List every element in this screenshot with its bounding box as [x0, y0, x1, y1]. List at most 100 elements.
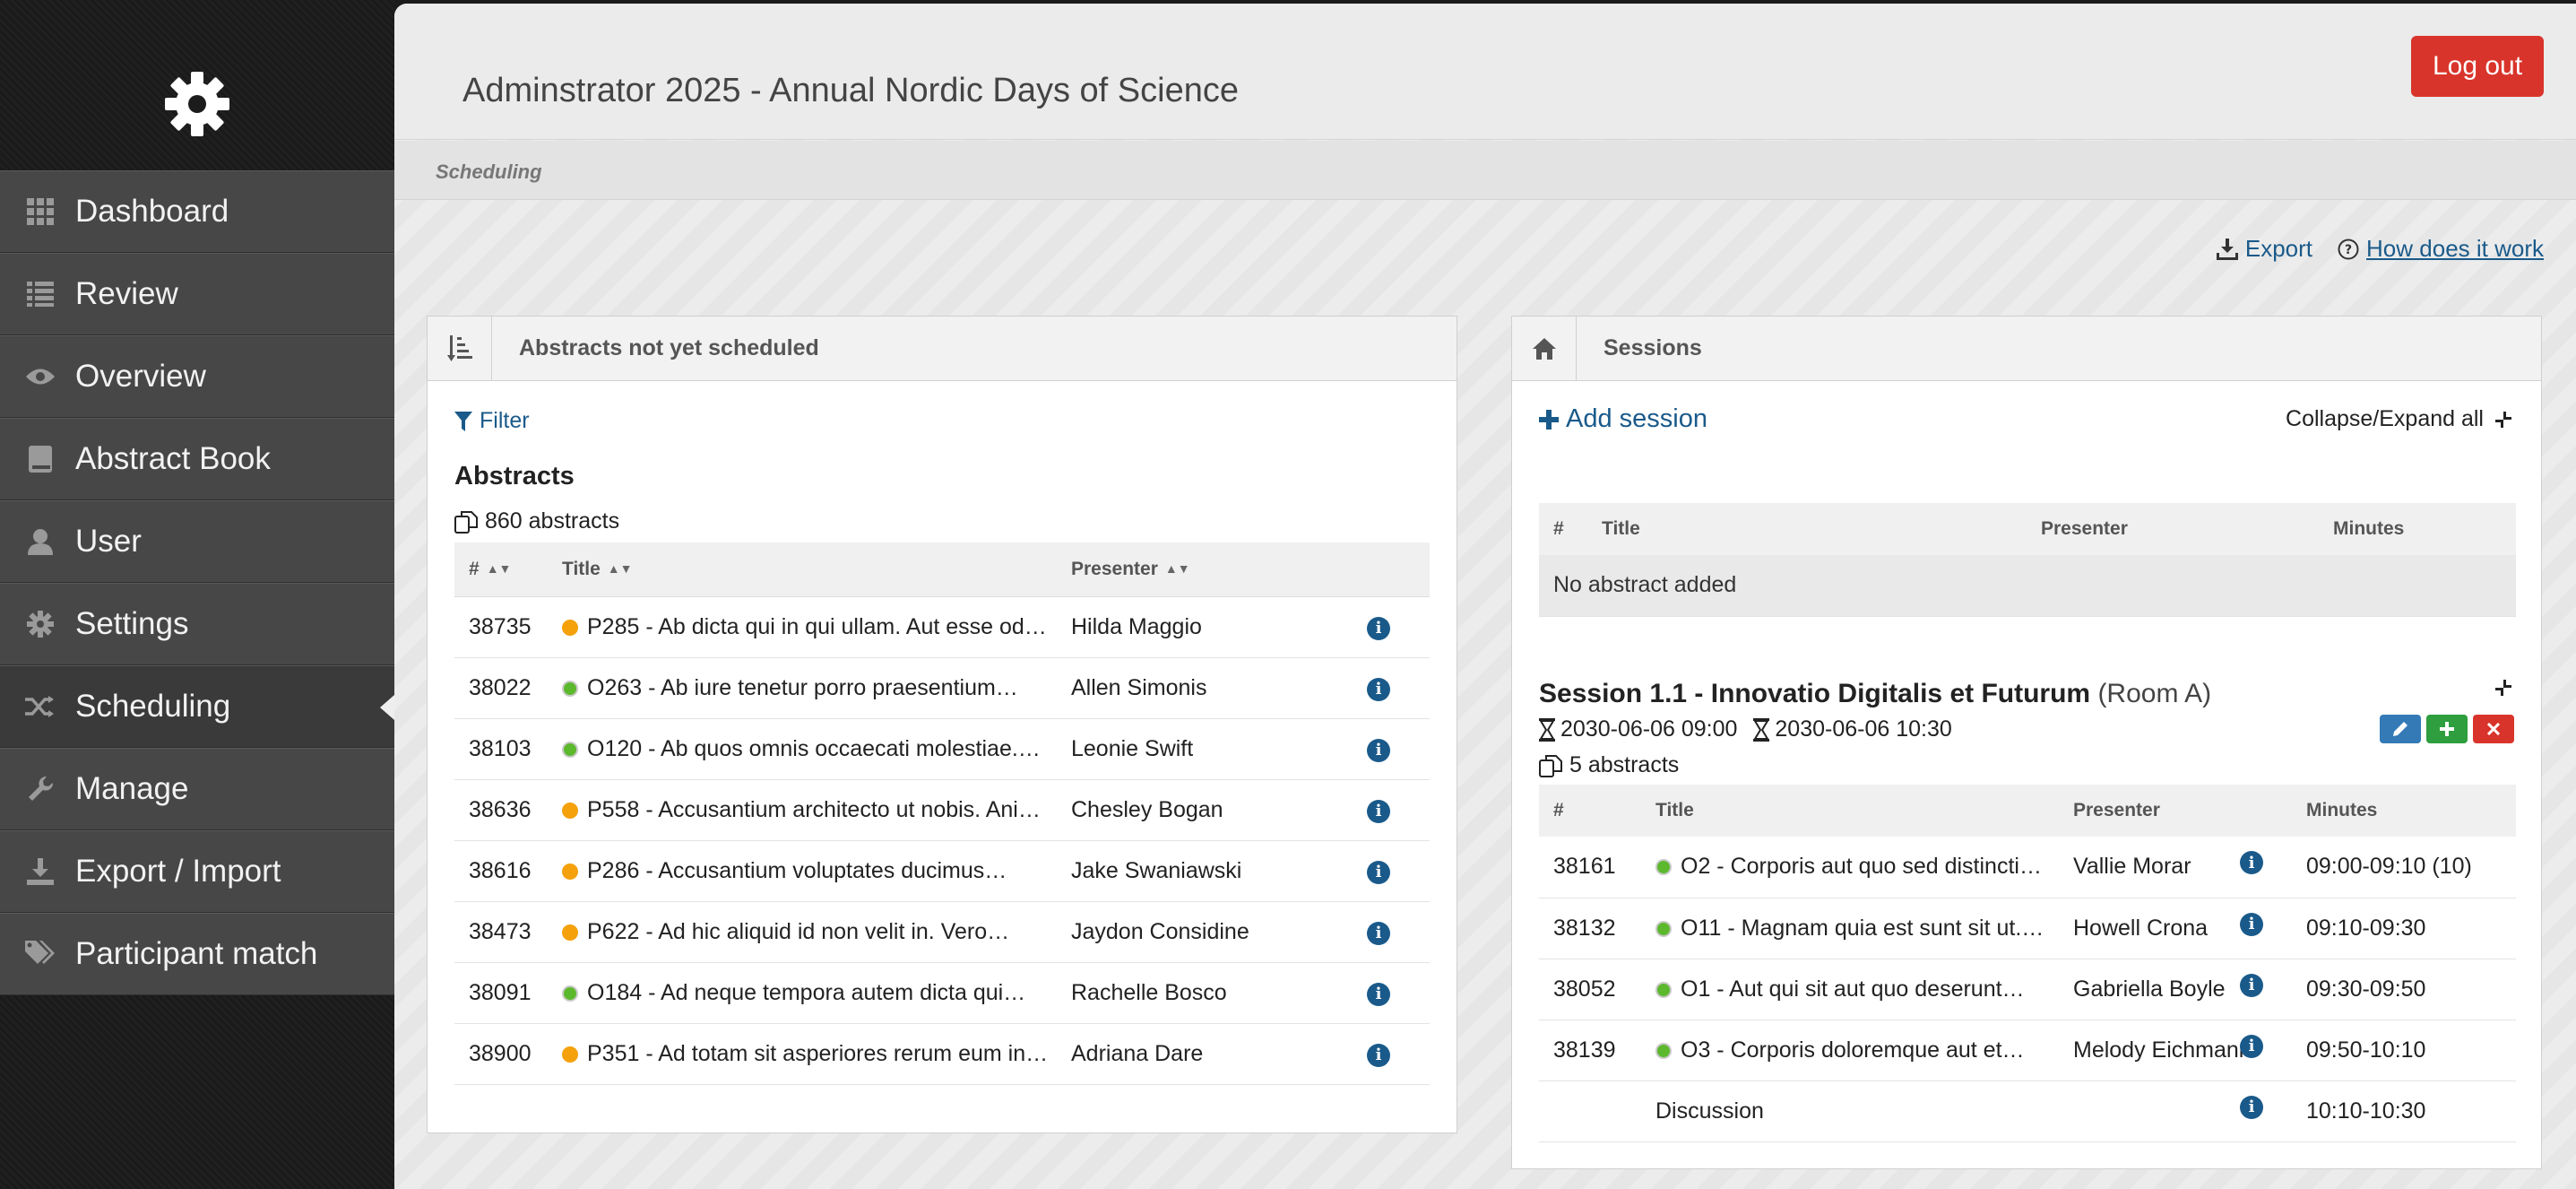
info-icon[interactable]: i [1367, 738, 1390, 762]
session-table: # Title Presenter Minutes 38161 O2 - Corp… [1539, 785, 2516, 1142]
abstract-title: P351 - Ad totam sit asperiores rerum eum… [587, 1040, 1049, 1066]
info-icon[interactable]: i [1367, 616, 1390, 640]
sidebar-item-participant-match[interactable]: Participant match [0, 913, 394, 995]
column-header-minutes: Minutes [2292, 785, 2516, 837]
column-header-title: Title [1641, 785, 2059, 837]
abstract-minutes: 09:00-09:10 (10) [2292, 837, 2516, 898]
table-row[interactable]: 38616 P286 - Accusantium voluptates ducim… [454, 840, 1430, 902]
sort-amount-icon[interactable] [428, 316, 492, 381]
table-row[interactable]: 38132 O11 - Magnam quia est sunt sit ut.…… [1539, 898, 2516, 959]
status-dot [562, 1046, 578, 1063]
column-header-actions [1353, 542, 1430, 597]
svg-text:?: ? [2345, 243, 2352, 257]
sidebar-item-overview[interactable]: Overview [0, 335, 394, 418]
grid-icon [25, 196, 56, 227]
table-row[interactable]: Discussion i 10:10-10:30 [1539, 1081, 2516, 1142]
info-icon[interactable]: i [1367, 677, 1390, 701]
abstracts-count: 860 abstracts [454, 508, 619, 534]
table-row[interactable]: 38636 P558 - Accusantium architecto ut no… [454, 779, 1430, 841]
sidebar-item-label: Scheduling [75, 689, 231, 724]
how-label: How does it work [2366, 235, 2544, 262]
empty-session-table: # Title Presenter Minutes No abstract ad… [1539, 503, 2516, 617]
top-links: Export ? How does it work [2216, 235, 2544, 263]
sidebar-item-review[interactable]: Review [0, 253, 394, 335]
session-start: 2030-06-06 09:00 [1560, 716, 1738, 742]
user-icon [25, 526, 56, 557]
how-does-it-work-link[interactable]: ? How does it work [2338, 235, 2544, 263]
abstract-title: P285 - Ab dicta qui in qui ullam. Aut es… [587, 613, 1047, 639]
abstract-presenter: Vallie Morar [2073, 854, 2191, 880]
abstract-title: O263 - Ab iure tenetur porro praesentium… [587, 674, 1018, 700]
column-header-id[interactable]: # ▲▼ [454, 542, 548, 597]
table-row[interactable]: 38052 O1 - Aut qui sit aut quo deserunt… G… [1539, 959, 2516, 1020]
sidebar-item-scheduling[interactable]: Scheduling [0, 665, 394, 748]
sidebar-item-label: Export / Import [75, 854, 281, 889]
table-row[interactable]: 38139 O3 - Corporis doloremque aut et… Mel… [1539, 1020, 2516, 1081]
logout-button[interactable]: Log out [2411, 36, 2544, 97]
home-icon[interactable] [1512, 316, 1577, 381]
sessions-panel: Sessions Add session Collapse/Expand all… [1511, 316, 2542, 1169]
sidebar-item-user[interactable]: User [0, 500, 394, 583]
table-row[interactable]: 38091 O184 - Ad neque tempora autem dicta… [454, 962, 1430, 1024]
header: Adminstrator 2025 - Annual Nordic Days o… [394, 4, 2576, 140]
info-icon[interactable]: i [2240, 1095, 2263, 1119]
session-title[interactable]: Session 1.1 - Innovatio Digitalis et Fut… [1539, 679, 2212, 708]
abstract-title: P622 - Ad hic aliquid id non velit in. V… [587, 918, 1010, 944]
table-row[interactable]: 38900 P351 - Ad totam sit asperiores reru… [454, 1023, 1430, 1085]
status-dot [562, 924, 578, 941]
status-dot [562, 863, 578, 880]
sidebar-item-dashboard[interactable]: Dashboard [0, 170, 394, 253]
abstracts-table: # ▲▼ Title ▲▼ Presenter ▲▼ 38735 P285 - Ab d… [454, 542, 1430, 1106]
column-header-title[interactable]: Title ▲▼ [548, 542, 1057, 597]
abstracts-heading: Abstracts [454, 462, 575, 490]
info-icon[interactable]: i [2240, 912, 2263, 936]
gear-icon[interactable] [161, 68, 233, 140]
session-end: 2030-06-06 10:30 [1775, 716, 1952, 742]
table-row[interactable]: 38103 O120 - Ab quos omnis occaecati mole… [454, 718, 1430, 780]
panel-title: Sessions [1604, 335, 1702, 360]
edit-session-button[interactable] [2380, 715, 2421, 743]
unscheduled-abstracts-panel: Abstracts not yet scheduled Filter Abstr… [427, 316, 1457, 1133]
sidebar-item-abstract-book[interactable]: Abstract Book [0, 418, 394, 500]
sidebar-item-settings[interactable]: Settings [0, 583, 394, 665]
info-icon[interactable]: i [2240, 1034, 2263, 1058]
table-row[interactable]: 38161 O2 - Corporis aut quo sed distincti… [1539, 837, 2516, 898]
filter-label: Filter [480, 408, 530, 433]
status-dot [562, 985, 578, 1002]
sort-icon: ▲▼ [607, 560, 633, 576]
abstract-id: 38052 [1539, 959, 1641, 1020]
column-header-presenter: Presenter [2027, 503, 2319, 555]
sidebar-item-export-import[interactable]: Export / Import [0, 830, 394, 913]
info-icon[interactable]: i [2240, 851, 2263, 874]
add-session-button[interactable]: Add session [1539, 404, 1707, 434]
abstract-minutes: 10:10-10:30 [2292, 1081, 2516, 1142]
info-icon[interactable]: i [1367, 1043, 1390, 1067]
column-header-presenter: Presenter [2059, 785, 2292, 837]
export-link[interactable]: Export [2216, 235, 2313, 263]
abstract-presenter: Howell Crona [2073, 915, 2209, 941]
breadcrumb-item[interactable]: Scheduling [436, 161, 542, 183]
info-icon[interactable]: i [1367, 982, 1390, 1006]
export-label: Export [2244, 235, 2313, 262]
table-row[interactable]: 38022 O263 - Ab iure tenetur porro praese… [454, 657, 1430, 719]
info-icon[interactable]: i [1367, 860, 1390, 884]
abstract-presenter: Adriana Dare [1057, 1023, 1353, 1085]
info-icon[interactable]: i [2240, 973, 2263, 997]
sidebar-item-manage[interactable]: Manage [0, 748, 394, 830]
abstract-title: O3 - Corporis doloremque aut et… [1681, 1037, 2025, 1063]
table-row-partial [454, 1084, 1430, 1106]
table-row[interactable]: 38473 P622 - Ad hic aliquid id non velit … [454, 901, 1430, 963]
collapse-expand-all-button[interactable]: Collapse/Expand all [2286, 406, 2514, 432]
info-icon[interactable]: i [1367, 799, 1390, 823]
delete-session-button[interactable] [2473, 715, 2514, 743]
column-header-presenter[interactable]: Presenter ▲▼ [1057, 542, 1353, 597]
session-times: 2030-06-06 09:00 2030-06-06 10:30 [1539, 716, 1952, 742]
compress-icon[interactable] [2493, 677, 2514, 703]
empty-message: No abstract added [1539, 555, 2516, 617]
status-dot [1655, 920, 1672, 937]
abstract-title: O120 - Ab quos omnis occaecati molestiae… [587, 735, 1041, 761]
table-row[interactable]: 38735 P285 - Ab dicta qui in qui ullam. A… [454, 596, 1430, 658]
info-icon[interactable]: i [1367, 921, 1390, 945]
filter-button[interactable]: Filter [454, 408, 530, 434]
add-abstract-button[interactable] [2426, 715, 2468, 743]
